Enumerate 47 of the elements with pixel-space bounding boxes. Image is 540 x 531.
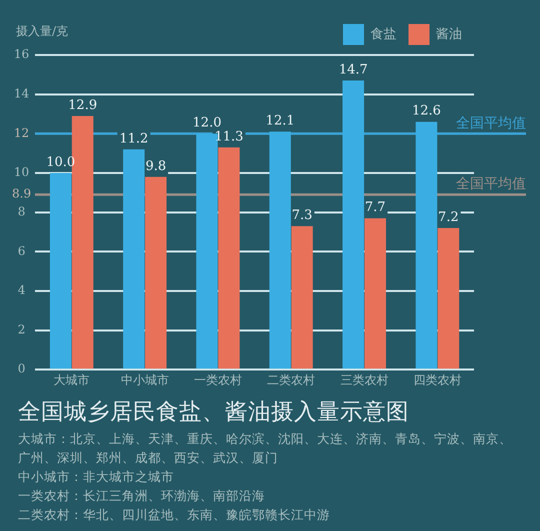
bar: [145, 176, 167, 369]
data-label: 14.7: [338, 62, 368, 78]
data-label: 12.9: [68, 98, 98, 113]
bar: [196, 134, 218, 369]
legend-label: 酱油: [436, 26, 462, 42]
text: 二类农村：华北、四川盆地、东南、豫皖鄂赣长江中游: [18, 506, 331, 524]
bar: [50, 172, 72, 369]
x-tick-label: 三类农村: [340, 372, 388, 387]
bar: [342, 80, 364, 369]
data-label: 12.0: [192, 116, 222, 131]
bar: [416, 122, 438, 369]
y-tick-label: 16: [14, 47, 30, 62]
x-tick-label: 一类农村: [194, 372, 242, 387]
x-tick-label: 四类农村: [413, 372, 462, 387]
x-tick-label: 中小城市: [120, 372, 169, 387]
y-tick-label: 12: [14, 126, 30, 140]
y-axis-title: 摄入量/克: [16, 24, 68, 38]
data-label: 7.3: [292, 208, 312, 223]
y-tick-label: 6: [18, 244, 26, 258]
text: 大城市：北京、上海、天津、重庆、哈尔滨、沈阳、大连、济南、青岛、宁波、南京、广州、深圳、郑州、成都、西安、武汉、厦门: [18, 430, 513, 467]
text: 全国城乡居民食盐、酱油摄入量示意图: [18, 398, 410, 426]
y-tick-label: 14: [14, 86, 30, 100]
data-label: 12.1: [266, 114, 295, 129]
ref-line-label: 全国平均值: [456, 115, 526, 132]
x-tick-label: 大城市: [54, 372, 90, 387]
y-tick-label: 0: [18, 362, 26, 376]
legend-label: 食盐: [370, 26, 396, 42]
data-label: 7.2: [438, 210, 459, 225]
y-tick-label: 2: [18, 322, 26, 336]
text: 一类农村：长江三角洲、环渤海、南部沿海: [18, 487, 266, 505]
y-tick-label: 4: [18, 283, 26, 298]
bar: [364, 218, 386, 369]
bar: [218, 147, 240, 369]
bar: [269, 132, 291, 369]
y-tick-label: 10: [14, 165, 30, 180]
y-tick-label: 8.9: [12, 186, 32, 201]
x-tick-label: 二类农村: [267, 372, 316, 387]
data-label: 7.7: [364, 200, 386, 216]
text: 中小城市：非大城市之城市: [18, 468, 175, 486]
bar: [123, 149, 145, 369]
ref-line-label: 全国平均值: [456, 176, 526, 192]
bar: [291, 226, 313, 369]
bar: [438, 228, 460, 369]
data-label: 12.6: [412, 104, 441, 119]
y-tick-label: 8: [18, 204, 26, 218]
data-label: 11.2: [119, 131, 148, 146]
data-label: 9.8: [145, 158, 166, 174]
